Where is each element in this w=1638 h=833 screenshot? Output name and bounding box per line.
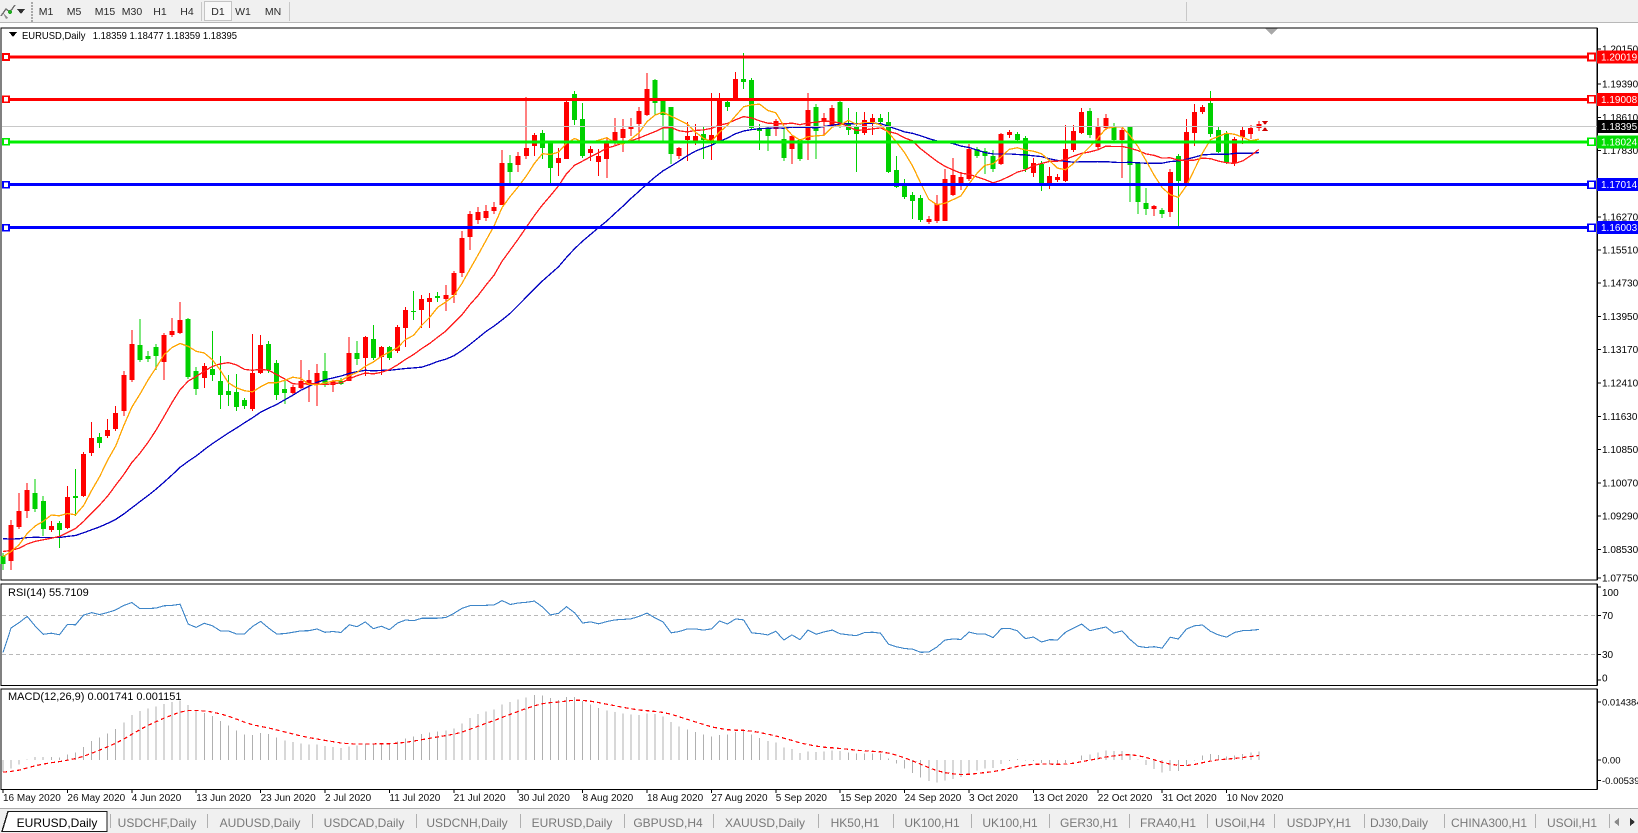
svg-text:1.12410: 1.12410 xyxy=(1602,379,1638,390)
svg-text:24 Sep 2020: 24 Sep 2020 xyxy=(905,793,962,804)
svg-text:USOil,H1: USOil,H1 xyxy=(1547,816,1597,830)
svg-text:1.16270: 1.16270 xyxy=(1602,213,1638,224)
svg-text:EURUSD,Daily: EURUSD,Daily xyxy=(17,816,98,830)
svg-text:1.08530: 1.08530 xyxy=(1602,545,1638,556)
svg-text:1.11630: 1.11630 xyxy=(1602,412,1638,423)
svg-text:0: 0 xyxy=(1602,674,1608,685)
svg-text:5 Sep 2020: 5 Sep 2020 xyxy=(776,793,828,804)
svg-text:1.17830: 1.17830 xyxy=(1602,146,1638,157)
svg-text:1.20019: 1.20019 xyxy=(1601,53,1638,64)
svg-text:GER30,H1: GER30,H1 xyxy=(1060,816,1118,830)
svg-text:13 Jun 2020: 13 Jun 2020 xyxy=(196,793,251,804)
svg-text:FRA40,H1: FRA40,H1 xyxy=(1140,816,1196,830)
svg-text:1.13170: 1.13170 xyxy=(1602,345,1638,356)
svg-text:1.19008: 1.19008 xyxy=(1601,95,1638,106)
svg-text:3 Oct 2020: 3 Oct 2020 xyxy=(969,793,1018,804)
svg-text:22 Oct 2020: 22 Oct 2020 xyxy=(1098,793,1153,804)
svg-text:1.10070: 1.10070 xyxy=(1602,478,1638,489)
svg-text:8 Aug 2020: 8 Aug 2020 xyxy=(583,793,634,804)
svg-text:MN: MN xyxy=(265,6,281,18)
svg-text:USDCAD,Daily: USDCAD,Daily xyxy=(324,816,405,830)
svg-text:-0.005396: -0.005396 xyxy=(1602,776,1638,787)
svg-text:M15: M15 xyxy=(95,6,116,18)
svg-text:10 Nov 2020: 10 Nov 2020 xyxy=(1227,793,1284,804)
svg-text:15 Sep 2020: 15 Sep 2020 xyxy=(840,793,897,804)
svg-text:CHINA300,H1: CHINA300,H1 xyxy=(1451,816,1527,830)
svg-text:1.13950: 1.13950 xyxy=(1602,312,1638,323)
svg-text:30 Jul 2020: 30 Jul 2020 xyxy=(518,793,570,804)
svg-text:W1: W1 xyxy=(235,6,251,18)
svg-text:1.07750: 1.07750 xyxy=(1602,574,1638,585)
svg-text:M1: M1 xyxy=(39,6,54,18)
svg-text:23 Jun 2020: 23 Jun 2020 xyxy=(261,793,316,804)
svg-text:0.014384: 0.014384 xyxy=(1602,698,1638,709)
svg-text:1.10850: 1.10850 xyxy=(1602,445,1638,456)
svg-text:31 Oct 2020: 31 Oct 2020 xyxy=(1162,793,1217,804)
svg-text:13 Oct 2020: 13 Oct 2020 xyxy=(1033,793,1088,804)
svg-text:USDJPY,H1: USDJPY,H1 xyxy=(1287,816,1352,830)
svg-text:1.14730: 1.14730 xyxy=(1602,279,1638,290)
svg-text:30: 30 xyxy=(1602,650,1614,661)
svg-text:1.18610: 1.18610 xyxy=(1602,113,1638,124)
svg-text:0.00: 0.00 xyxy=(1602,756,1621,767)
svg-text:XAUUSD,Daily: XAUUSD,Daily xyxy=(725,816,805,830)
svg-text:D1: D1 xyxy=(211,6,225,18)
svg-text:18 Aug 2020: 18 Aug 2020 xyxy=(647,793,704,804)
svg-text:1.16003: 1.16003 xyxy=(1601,223,1638,234)
svg-text:UK100,H1: UK100,H1 xyxy=(982,816,1038,830)
svg-text:H1: H1 xyxy=(153,6,167,18)
svg-text:USDCNH,Daily: USDCNH,Daily xyxy=(426,816,507,830)
svg-text:16 May 2020: 16 May 2020 xyxy=(3,793,61,804)
svg-text:UK100,H1: UK100,H1 xyxy=(904,816,960,830)
svg-text:2 Jul 2020: 2 Jul 2020 xyxy=(325,793,372,804)
svg-text:GBPUSD,H4: GBPUSD,H4 xyxy=(633,816,703,830)
svg-text:USOil,H4: USOil,H4 xyxy=(1215,816,1265,830)
svg-text:27 Aug 2020: 27 Aug 2020 xyxy=(711,793,768,804)
svg-text:1.09290: 1.09290 xyxy=(1602,512,1638,523)
svg-text:H4: H4 xyxy=(180,6,194,18)
svg-text:USDCHF,Daily: USDCHF,Daily xyxy=(118,816,197,830)
svg-text:26 May 2020: 26 May 2020 xyxy=(67,793,125,804)
svg-text:1.17014: 1.17014 xyxy=(1601,180,1638,191)
svg-text:1.15510: 1.15510 xyxy=(1602,245,1638,256)
svg-text:MACD(12,26,9) 0.001741 0.00115: MACD(12,26,9) 0.001741 0.001151 xyxy=(8,691,181,703)
svg-text:DJ30,Daily: DJ30,Daily xyxy=(1370,816,1428,830)
svg-text:1.18024: 1.18024 xyxy=(1601,137,1638,148)
svg-text:1.19390: 1.19390 xyxy=(1602,80,1638,91)
svg-text:1.20150: 1.20150 xyxy=(1602,45,1638,56)
svg-text:RSI(14) 55.7109: RSI(14) 55.7109 xyxy=(8,587,89,599)
svg-text:70: 70 xyxy=(1602,611,1614,622)
svg-text:M5: M5 xyxy=(67,6,82,18)
svg-text:1.18395: 1.18395 xyxy=(1601,122,1638,133)
svg-text:AUDUSD,Daily: AUDUSD,Daily xyxy=(220,816,301,830)
svg-text:EURUSD,Daily 1.18359 1.18477: EURUSD,Daily 1.18359 1.18477 1.18359 1.1… xyxy=(22,30,237,42)
svg-text:4 Jun 2020: 4 Jun 2020 xyxy=(132,793,182,804)
svg-text:100: 100 xyxy=(1602,588,1619,599)
svg-text:EURUSD,Daily: EURUSD,Daily xyxy=(532,816,613,830)
svg-text:HK50,H1: HK50,H1 xyxy=(831,816,880,830)
svg-text:M30: M30 xyxy=(122,6,143,18)
svg-text:11 Jul 2020: 11 Jul 2020 xyxy=(389,793,440,804)
svg-text:21 Jul 2020: 21 Jul 2020 xyxy=(454,793,506,804)
